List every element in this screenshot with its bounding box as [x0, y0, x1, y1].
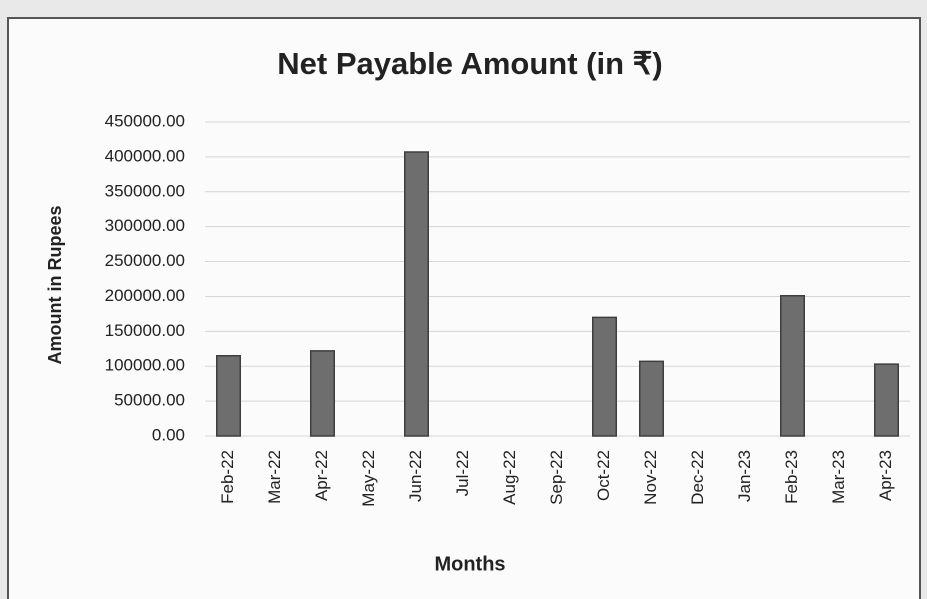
- x-tick-label: Dec-22: [688, 450, 707, 505]
- chart-frame: [7, 17, 921, 599]
- x-tick-label: Jan-23: [735, 450, 754, 502]
- x-axis-label: Months: [434, 553, 505, 575]
- bar: [216, 355, 241, 437]
- bar: [874, 363, 899, 437]
- x-tick-label: Sep-22: [547, 450, 566, 505]
- y-tick-label: 300000.00: [105, 216, 185, 235]
- y-tick-label: 250000.00: [105, 251, 185, 270]
- chart-title: Net Payable Amount (in ₹): [277, 46, 662, 81]
- y-tick-label: 150000.00: [105, 321, 185, 340]
- bar: [780, 294, 805, 437]
- x-tick-label: Mar-22: [265, 450, 284, 504]
- x-tick-label: Feb-23: [782, 450, 801, 504]
- bar: [404, 151, 429, 437]
- y-tick-label: 450000.00: [105, 111, 185, 130]
- bar: [639, 360, 664, 437]
- x-tick-label: Feb-22: [218, 450, 237, 504]
- y-tick-label: 200000.00: [105, 286, 185, 305]
- y-tick-label: 50000.00: [114, 391, 185, 410]
- x-tick-label: Jul-22: [453, 450, 472, 496]
- x-tick-label: Mar-23: [829, 450, 848, 504]
- x-tick-label: Oct-22: [594, 450, 613, 501]
- y-tick-label: 350000.00: [105, 181, 185, 200]
- x-tick-label: Nov-22: [641, 450, 660, 505]
- x-tick-label: Jun-22: [406, 450, 425, 502]
- y-axis-label: Amount in Rupees: [45, 205, 65, 364]
- x-tick-label: May-22: [359, 450, 378, 507]
- x-tick-label: Apr-22: [312, 450, 331, 501]
- y-tick-label: 100000.00: [105, 356, 185, 375]
- bar: [310, 350, 335, 437]
- bar: [592, 316, 617, 437]
- x-tick-label: Apr-23: [876, 450, 895, 501]
- y-tick-label: 0.00: [152, 425, 185, 444]
- x-tick-label: Aug-22: [500, 450, 519, 505]
- y-tick-label: 400000.00: [105, 146, 185, 165]
